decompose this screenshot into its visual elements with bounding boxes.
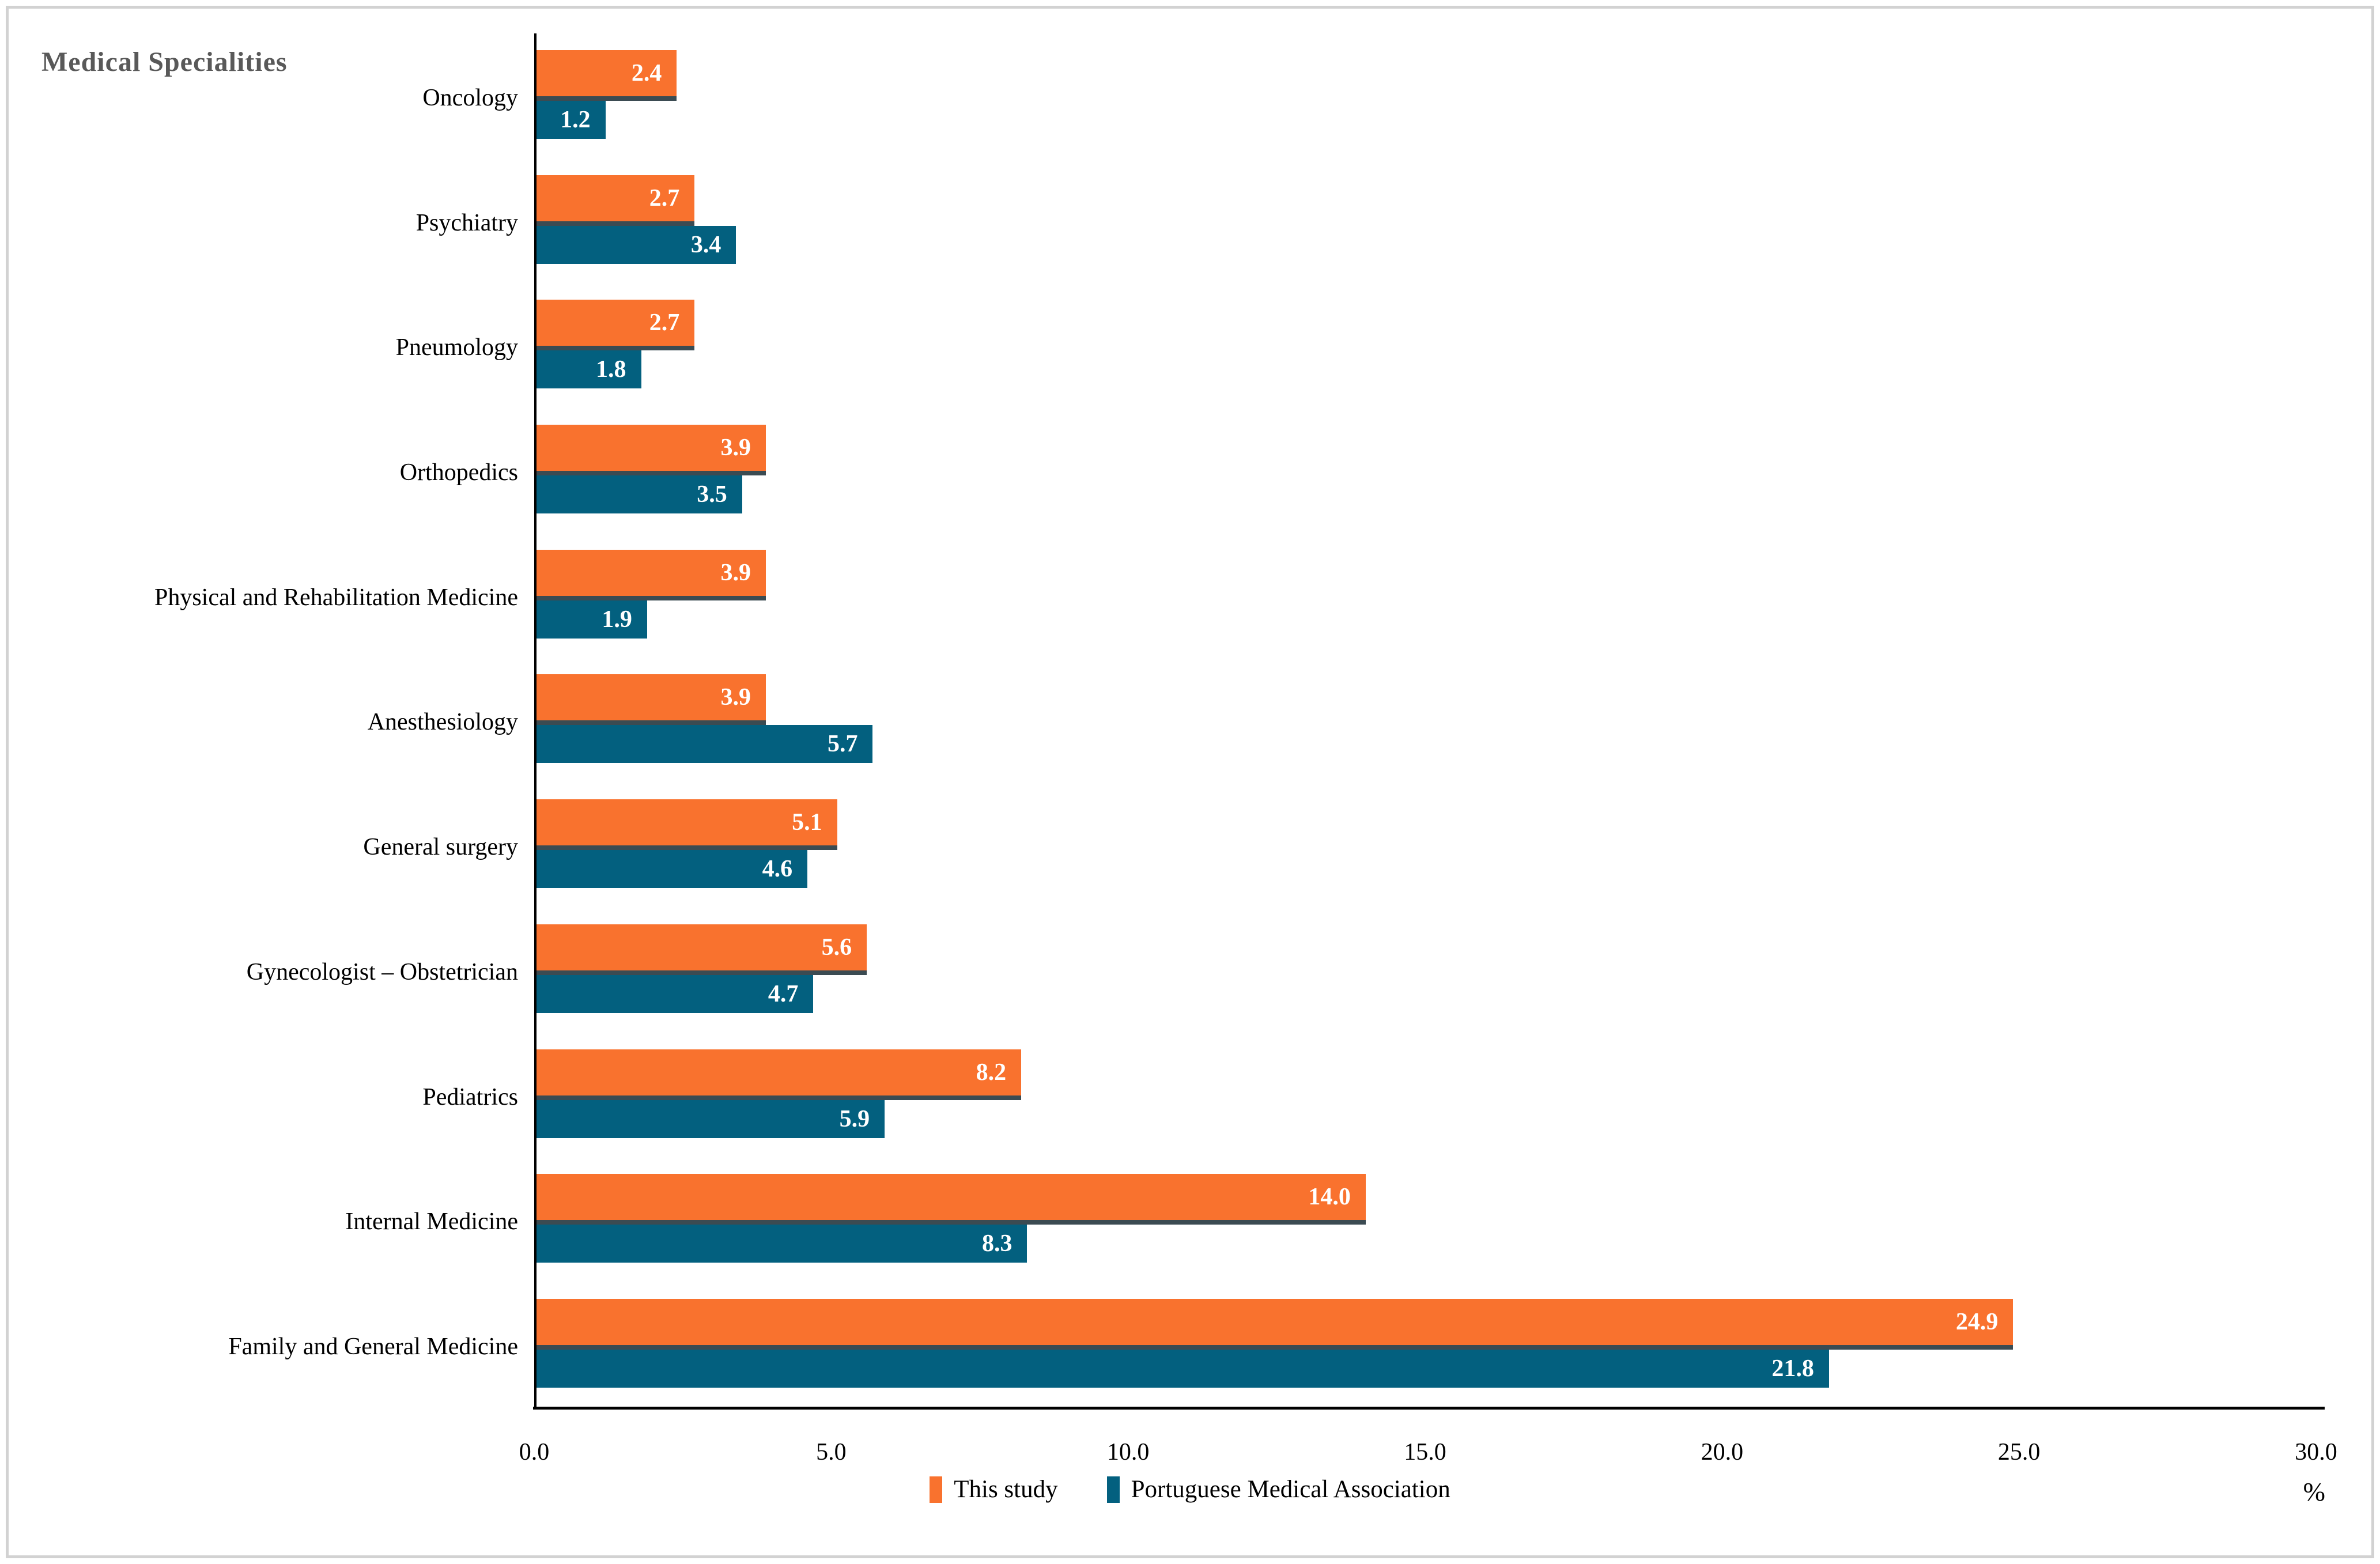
category-label: Physical and Rehabilitation Medicine — [154, 584, 518, 611]
category-label: Anesthesiology — [367, 709, 518, 736]
bar-this-study: 8.2 — [534, 1049, 1022, 1100]
x-axis-tick-label: 0.0 — [519, 1439, 550, 1465]
bar-pma: 1.8 — [534, 350, 641, 389]
bar-value-label: 5.9 — [839, 1105, 870, 1132]
bar-value-label: 5.1 — [792, 809, 822, 836]
bar-pma: 1.2 — [534, 101, 606, 139]
bar-this-study: 2.7 — [534, 300, 695, 351]
category-row: Family and General Medicine 24.9 21.8 — [228, 1282, 2316, 1407]
bar-this-study: 3.9 — [534, 549, 766, 600]
category-label: Pediatrics — [422, 1083, 518, 1110]
category-label: Psychiatry — [415, 209, 518, 236]
plot-area: Oncology 2.4 1.2 Psychiatry 2.7 3.4 Pneumology… — [154, 33, 2325, 1410]
category-row: Pneumology 2.7 1.8 — [396, 283, 2316, 408]
x-axis-tick-label: 30.0 — [2295, 1439, 2337, 1465]
bar-value-label: 3.4 — [690, 231, 721, 258]
x-axis-tick-label: 20.0 — [1701, 1439, 1744, 1465]
bar-value-label: 3.9 — [720, 684, 751, 711]
bar-value-label: 4.6 — [762, 856, 793, 883]
bar-value-label: 1.2 — [560, 107, 591, 133]
bar-value-label: 2.4 — [631, 60, 662, 86]
bar-value-label: 3.5 — [697, 481, 727, 508]
bar-value-label: 5.7 — [827, 731, 858, 758]
bar-value-label: 8.2 — [976, 1059, 1007, 1086]
legend-label: This study — [954, 1476, 1058, 1503]
x-axis-tick-label: 10.0 — [1106, 1439, 1150, 1465]
bar-value-label: 4.7 — [768, 980, 799, 1007]
legend-item: This study — [930, 1475, 1058, 1503]
legend-swatch-icon — [930, 1476, 943, 1503]
category-label: General surgery — [363, 834, 518, 861]
category-row: Physical and Rehabilitation Medicine 3.9 1… — [154, 533, 2316, 658]
bar-pma: 5.7 — [534, 725, 873, 764]
bar-this-study: 3.9 — [534, 425, 766, 476]
category-row: General surgery 5.1 4.6 — [363, 783, 2316, 908]
category-row: Pediatrics 8.2 5.9 — [422, 1033, 2316, 1158]
category-row: Internal Medicine 14.0 8.3 — [345, 1157, 2316, 1282]
category-row: Orthopedics 3.9 3.5 — [400, 408, 2316, 533]
x-axis-ticks: 0.0 5.0 10.0 15.0 20.0 25.0 30.0 — [519, 1410, 2337, 1479]
x-axis-tick-label: 15.0 — [1404, 1439, 1446, 1465]
bar-pma: 5.9 — [534, 1100, 885, 1138]
bar-this-study: 2.7 — [534, 175, 695, 226]
category-row: Psychiatry 2.7 3.4 — [416, 158, 2316, 284]
category-label: Orthopedics — [399, 459, 518, 486]
x-axis-tick-label: 25.0 — [1997, 1439, 2041, 1465]
legend-item: Portuguese Medical Association — [1106, 1475, 1450, 1503]
x-axis-line — [533, 1407, 2325, 1410]
bar-value-label: 21.8 — [1771, 1355, 1814, 1382]
category-label: Internal Medicine — [345, 1208, 518, 1236]
legend: This study Portuguese Medical Association — [0, 1475, 2380, 1503]
bar-pma: 8.3 — [534, 1225, 1027, 1263]
bar-value-label: 3.9 — [720, 559, 751, 586]
category-label: Pneumology — [395, 334, 518, 361]
bar-this-study: 5.6 — [534, 924, 867, 975]
bar-value-label: 24.9 — [1955, 1308, 1999, 1335]
category-label: Oncology — [422, 85, 518, 112]
category-row: Anesthesiology 3.9 5.7 — [368, 658, 2316, 783]
bar-value-label: 2.7 — [649, 309, 680, 337]
bar-pma: 4.6 — [534, 850, 808, 889]
bar-this-study: 5.1 — [534, 799, 837, 851]
bar-this-study: 3.9 — [534, 674, 766, 726]
bar-pma: 4.7 — [534, 974, 814, 1013]
category-row: Oncology 2.4 1.2 — [422, 33, 2316, 158]
bar-pma: 3.5 — [534, 475, 742, 514]
bar-this-study: 24.9 — [534, 1298, 2013, 1350]
category-label: Gynecologist – Obstetrician — [246, 958, 518, 985]
bar-value-label: 2.7 — [649, 184, 680, 211]
bar-value-label: 8.3 — [981, 1230, 1013, 1257]
bar-pma: 21.8 — [534, 1349, 1829, 1388]
bar-value-label: 3.9 — [720, 435, 751, 462]
category-label: Family and General Medicine — [228, 1333, 518, 1360]
category-row: Gynecologist – Obstetrician 5.6 4.7 — [247, 908, 2316, 1033]
x-axis-unit-label: % — [2303, 1477, 2325, 1506]
bar-value-label: 1.8 — [596, 356, 626, 383]
bar-this-study: 2.4 — [534, 50, 677, 101]
bar-pma: 1.9 — [534, 600, 647, 639]
x-axis-tick-label: 5.0 — [816, 1439, 847, 1465]
bar-value-label: 1.9 — [602, 606, 632, 633]
y-axis-line — [534, 33, 537, 1407]
bar-this-study: 14.0 — [534, 1174, 1366, 1225]
legend-label: Portuguese Medical Association — [1131, 1476, 1450, 1503]
bar-value-label: 5.6 — [821, 934, 852, 961]
legend-swatch-icon — [1106, 1476, 1120, 1503]
bar-rows: Oncology 2.4 1.2 Psychiatry 2.7 3.4 Pneumology… — [154, 33, 2316, 1407]
bar-pma: 3.4 — [534, 225, 736, 264]
bar-value-label: 14.0 — [1308, 1184, 1351, 1211]
chart-title: Medical Specialities — [41, 47, 288, 77]
